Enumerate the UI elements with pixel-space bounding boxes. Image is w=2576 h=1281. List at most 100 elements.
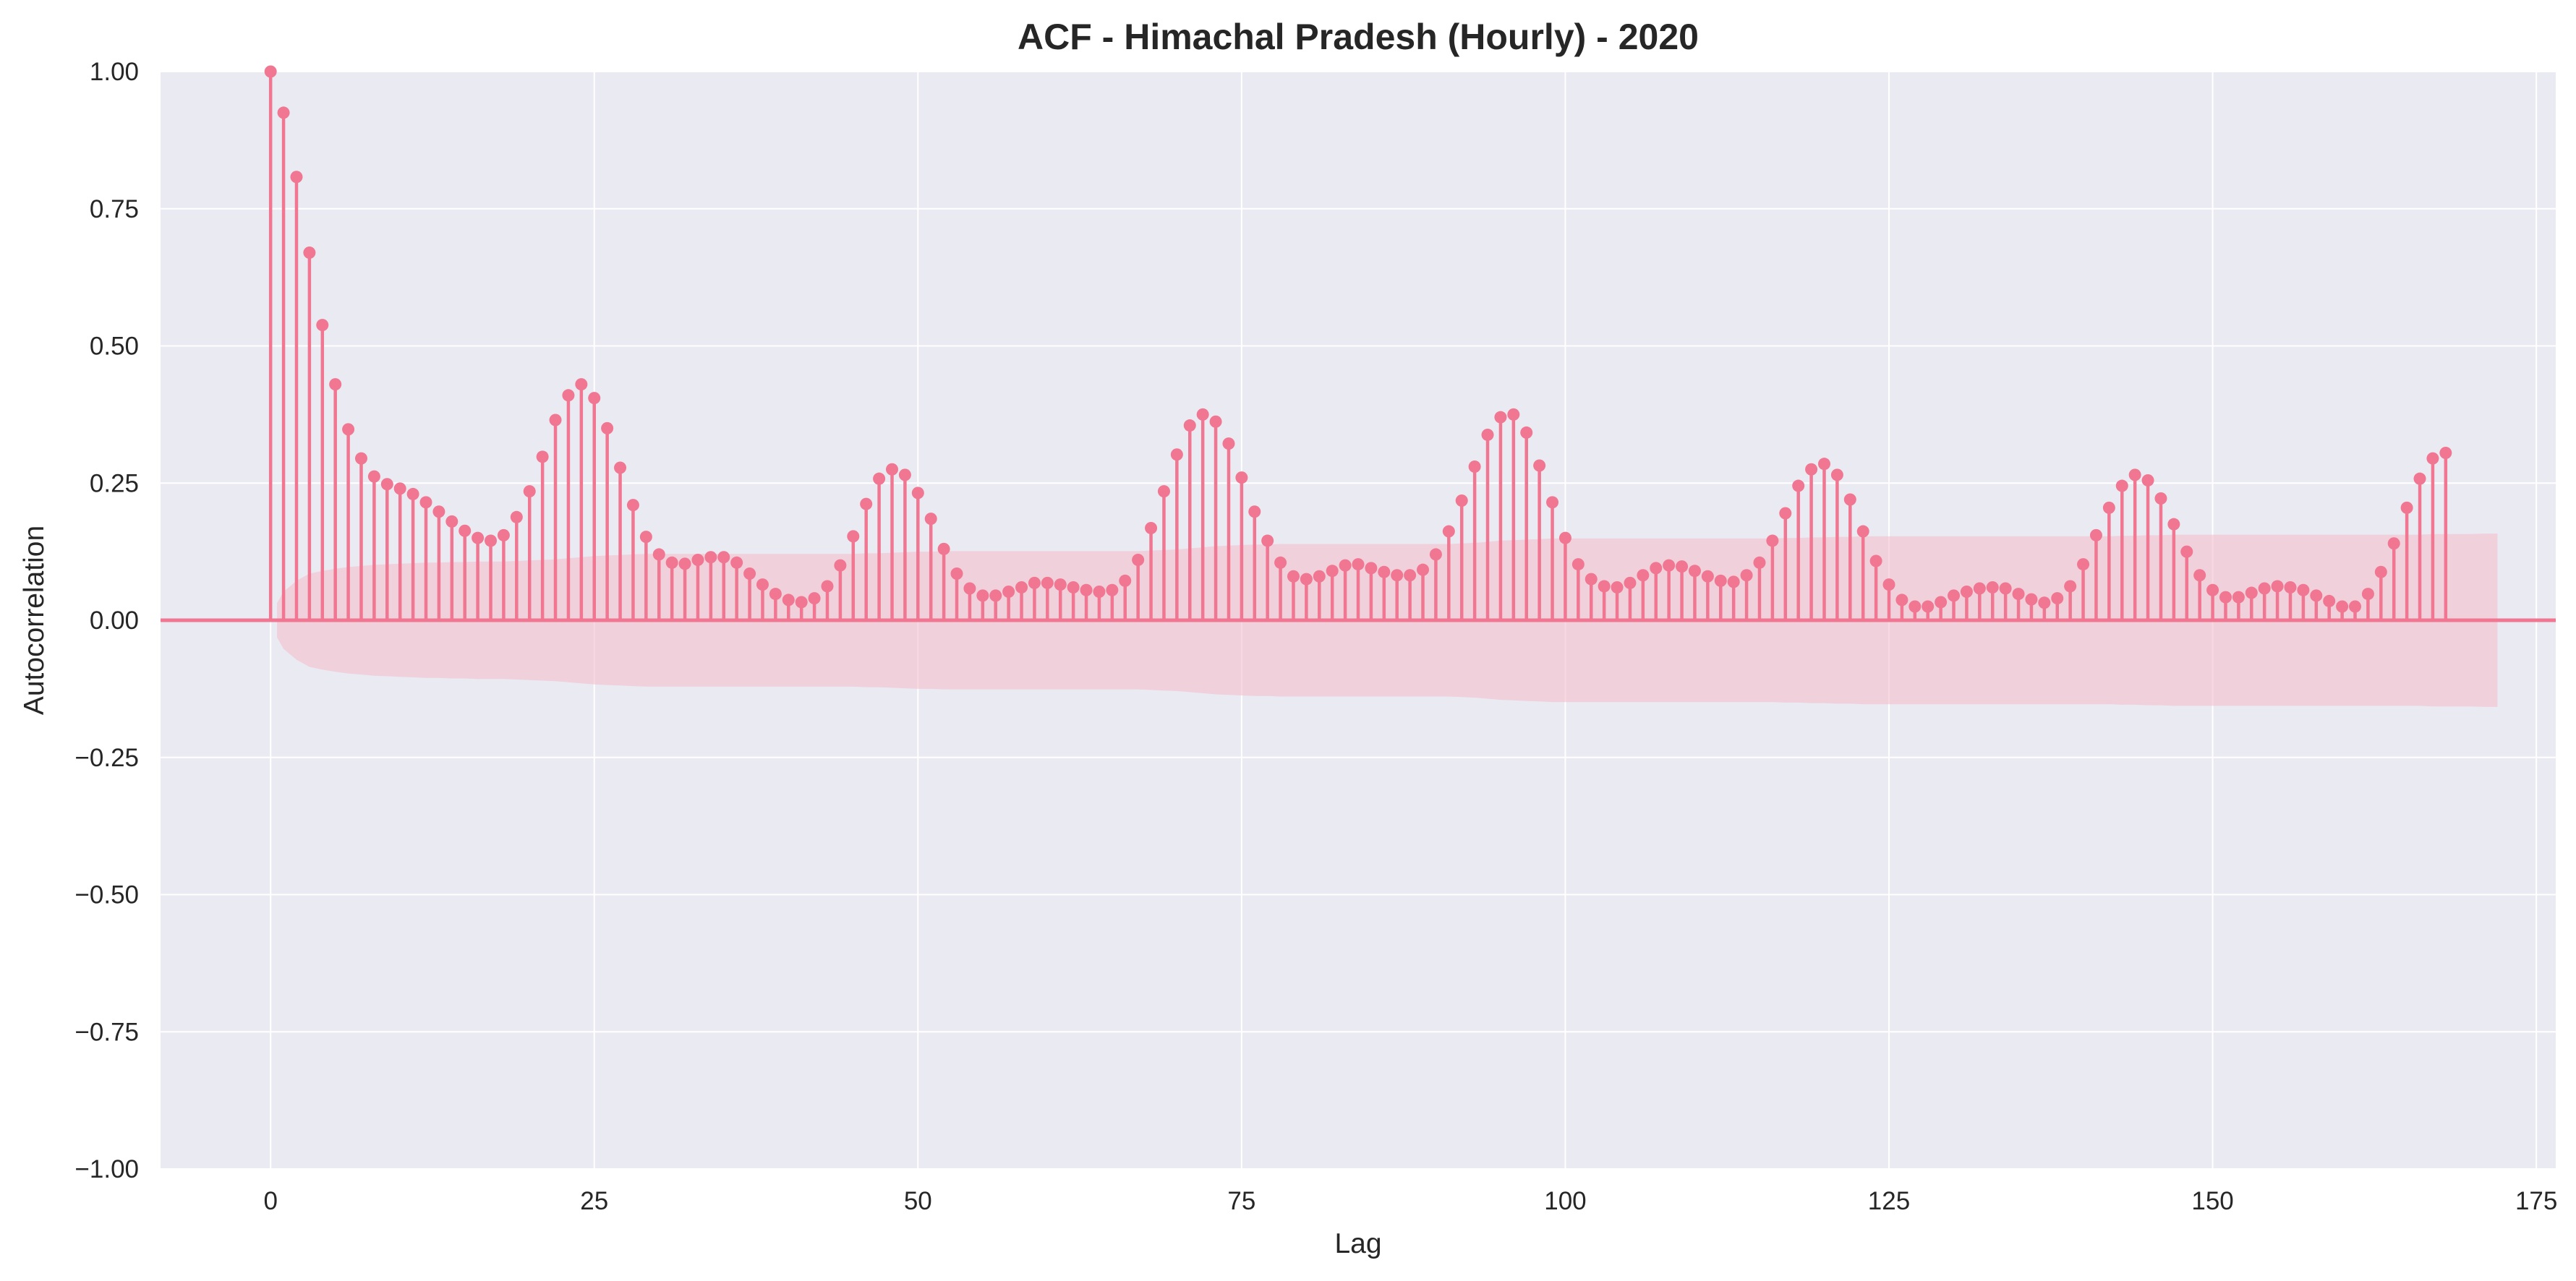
acf-point [1222, 437, 1235, 450]
acf-point [264, 65, 277, 78]
x-tick-label: 175 [2515, 1187, 2557, 1215]
acf-point [2323, 594, 2336, 607]
acf-point [1908, 600, 1922, 613]
acf-point [575, 378, 588, 391]
acf-point [989, 589, 1002, 602]
acf-point [1481, 428, 1494, 441]
acf-point [911, 487, 924, 500]
acf-point [1830, 468, 1843, 481]
acf-point [588, 392, 601, 405]
acf-point [1637, 569, 1650, 582]
acf-point [2336, 600, 2349, 613]
acf-point [2089, 528, 2102, 541]
acf-point [2206, 583, 2219, 596]
acf-point [2413, 472, 2426, 485]
acf-point [1132, 554, 1145, 567]
acf-point [2361, 588, 2374, 601]
x-tick-label: 50 [904, 1187, 932, 1215]
acf-point [1986, 580, 1999, 594]
acf-point [2167, 518, 2180, 531]
acf-point [445, 515, 459, 528]
acf-point [1999, 582, 2012, 595]
acf-point [1157, 485, 1170, 498]
x-tick-label: 125 [1868, 1187, 1910, 1215]
acf-point [2077, 558, 2090, 571]
acf-point [691, 554, 704, 567]
acf-point [1015, 580, 1028, 594]
acf-point [1028, 576, 1041, 589]
acf-point [1624, 576, 1637, 589]
acf-point [717, 551, 730, 564]
acf-point [1779, 507, 1792, 520]
acf-point [1054, 578, 1067, 591]
acf-point [485, 534, 498, 547]
acf-point [2154, 492, 2167, 505]
acf-point [1558, 531, 1571, 544]
acf-point [639, 531, 652, 544]
acf-point [510, 510, 523, 523]
acf-point [821, 580, 834, 593]
x-tick-label: 100 [1544, 1187, 1586, 1215]
acf-point [1973, 582, 1986, 595]
acf-markers [264, 65, 2452, 613]
acf-point [924, 513, 937, 526]
acf-point [497, 528, 510, 541]
acf-point [1701, 570, 1714, 583]
acf-point [1365, 562, 1378, 575]
acf-point [406, 487, 419, 500]
acf-point [1507, 408, 1520, 421]
acf-point [1404, 569, 1417, 582]
acf-point [2310, 589, 2323, 602]
acf-point [2374, 565, 2387, 578]
acf-point [1922, 600, 1935, 613]
acf-point [769, 588, 782, 601]
acf-point [1442, 525, 1455, 538]
acf-point [1248, 505, 1261, 518]
acf-point [2387, 537, 2400, 550]
acf-point [614, 461, 627, 474]
acf-point [808, 592, 821, 605]
acf-point [316, 319, 329, 332]
acf-point [2426, 452, 2439, 465]
acf-point [1611, 580, 1624, 594]
acf-point [2115, 479, 2128, 492]
acf-point [665, 556, 678, 569]
acf-point [1455, 494, 1468, 507]
y-tick-label: 0.00 [90, 607, 139, 635]
acf-point [1170, 448, 1183, 461]
acf-point [704, 551, 717, 564]
acf-point [1002, 586, 1015, 599]
acf-point [536, 450, 549, 463]
acf-point [432, 505, 445, 518]
acf-point [652, 548, 665, 561]
acf-point [367, 470, 380, 483]
acf-point [847, 530, 860, 543]
acf-point [562, 389, 575, 402]
acf-point [1805, 463, 1818, 476]
acf-point [795, 596, 808, 609]
acf-point [860, 497, 873, 510]
acf-point [1882, 578, 1895, 591]
acf-point [1792, 479, 1805, 492]
acf-point [1960, 586, 1973, 599]
acf-point [963, 582, 976, 595]
acf-point [393, 482, 406, 495]
x-tick-labels: 0 25 50 75 100 125 150 175 [263, 1187, 2557, 1215]
chart-title: ACF - Himachal Pradesh (Hourly) - 2020 [1018, 17, 1699, 57]
acf-point [1145, 521, 1158, 534]
acf-point [2180, 545, 2193, 558]
acf-point [523, 485, 536, 498]
acf-point [1598, 580, 1611, 593]
acf-point [1935, 596, 1948, 609]
acf-point [1520, 426, 1533, 439]
y-tick-label: 0.75 [90, 195, 139, 223]
y-tick-label: −1.00 [74, 1155, 139, 1183]
acf-point [1727, 575, 1740, 588]
y-tick-label: −0.50 [74, 881, 139, 909]
acf-point [1753, 556, 1766, 569]
acf-point [1676, 560, 1689, 573]
x-axis-label: Lag [1334, 1228, 1381, 1259]
acf-point [290, 171, 303, 184]
y-tick-label: 0.25 [90, 469, 139, 497]
acf-point [1041, 576, 1054, 589]
